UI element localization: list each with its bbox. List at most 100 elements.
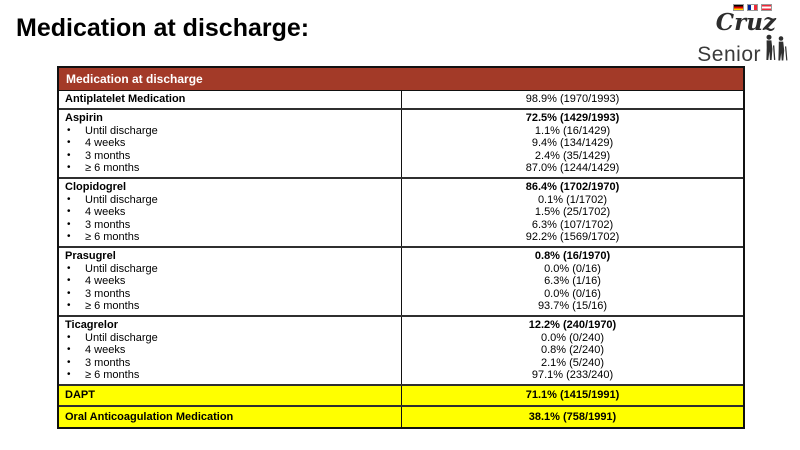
bullet-icon: •: [67, 287, 71, 299]
item-value: 0.1% (1/1702): [537, 193, 608, 206]
brand-bottom-row: Senior: [697, 34, 788, 66]
section-values: 0.8% (16/1970) 0.0% (0/16) 6.3% (1/16) 0…: [402, 248, 743, 315]
item-value: 1.1% (16/1429): [534, 124, 611, 137]
item-value: 2.4% (35/1429): [534, 149, 611, 162]
elderly-people-icon: [762, 34, 788, 66]
section-name: Clopidogrel: [65, 180, 127, 193]
item-label: 4 weeks: [85, 206, 126, 218]
section-labels: Ticagrelor • Until discharge • 4 weeks • 3 …: [59, 316, 402, 384]
table-row-oral-anticoagulation: Oral Anticoagulation Medication 38.1% (7…: [59, 405, 743, 427]
row-value: 38.1% (758/1991): [528, 410, 617, 423]
list-item: • 4 weeks: [65, 206, 395, 219]
list-item: • 4 weeks: [65, 344, 395, 357]
bullet-icon: •: [67, 193, 71, 205]
list-item: • 3 months: [65, 219, 395, 232]
item-label: 3 months: [85, 218, 131, 231]
section-value: 0.8% (16/1970): [534, 249, 611, 262]
item-label: ≥ 6 months: [85, 231, 140, 243]
section-labels: Clopidogrel • Until discharge • 4 weeks • 3…: [59, 178, 402, 246]
item-value: 0.0% (0/16): [544, 262, 601, 275]
item-value: 1.5% (25/1702): [534, 206, 611, 218]
item-value: 0.8% (2/240): [541, 344, 604, 356]
austria-flag-icon: [761, 4, 772, 11]
table-section-clopidogrel: Clopidogrel • Until discharge • 4 weeks • 3…: [59, 176, 743, 246]
section-values: 12.2% (240/1970) 0.0% (0/240) 0.8% (2/24…: [402, 317, 743, 384]
item-value: 93.7% (15/16): [537, 300, 608, 312]
item-label: Until discharge: [85, 331, 158, 344]
section-values: 86.4% (1702/1970) 0.1% (1/1702) 1.5% (25…: [402, 179, 743, 246]
item-label: Until discharge: [85, 193, 158, 206]
table-section-aspirin: Aspirin • Until discharge • 4 weeks • 3 mon…: [59, 107, 743, 177]
list-item: • ≥ 6 months: [65, 369, 395, 382]
item-label: 3 months: [85, 287, 131, 300]
list-item: • ≥ 6 months: [65, 300, 395, 313]
item-label: 3 months: [85, 149, 131, 162]
bullet-icon: •: [67, 231, 71, 242]
bullet-icon: •: [67, 356, 71, 368]
list-item: • Until discharge: [65, 332, 395, 345]
item-value: 97.1% (233/240): [531, 369, 614, 381]
bullet-icon: •: [67, 149, 71, 161]
list-item: • ≥ 6 months: [65, 231, 395, 244]
page-title: Medication at discharge:: [16, 14, 310, 42]
list-item: • Until discharge: [65, 194, 395, 207]
section-value: 12.2% (240/1970): [528, 318, 617, 331]
bullet-icon: •: [67, 275, 71, 286]
row-label: Oral Anticoagulation Medication: [59, 407, 402, 427]
bullet-icon: •: [67, 300, 71, 311]
bullet-icon: •: [67, 124, 71, 136]
table-row-antiplatelet: Antiplatelet Medication 98.9% (1970/1993…: [59, 91, 743, 108]
section-labels: Aspirin • Until discharge • 4 weeks • 3 mon…: [59, 109, 402, 177]
row-value: 71.1% (1415/1991): [525, 389, 620, 401]
medication-table: Medication at discharge Antiplatelet Med…: [57, 66, 745, 429]
flags-row: [733, 4, 772, 11]
list-item: • 3 months: [65, 288, 395, 301]
section-name: Ticagrelor: [65, 318, 118, 331]
list-item: • Until discharge: [65, 263, 395, 276]
bullet-icon: •: [67, 369, 71, 380]
item-label: Until discharge: [85, 262, 158, 275]
list-item: • 4 weeks: [65, 137, 395, 150]
row-label: DAPT: [59, 385, 402, 405]
table-section-ticagrelor: Ticagrelor • Until discharge • 4 weeks • 3 …: [59, 314, 743, 384]
section-value: 72.5% (1429/1993): [525, 111, 620, 124]
bullet-icon: •: [67, 262, 71, 274]
bullet-icon: •: [67, 137, 71, 148]
item-value: 9.4% (134/1429): [531, 137, 614, 149]
item-label: 4 weeks: [85, 275, 126, 287]
row-value: 98.9% (1970/1993): [525, 93, 620, 105]
item-value: 0.0% (0/240): [541, 331, 604, 344]
row-label: Antiplatelet Medication: [59, 91, 402, 108]
item-value: 2.1% (5/240): [541, 356, 604, 369]
table-header: Medication at discharge: [59, 68, 743, 91]
item-value: 6.3% (1/16): [544, 275, 601, 287]
item-label: ≥ 6 months: [85, 369, 140, 381]
list-item: • ≥ 6 months: [65, 162, 395, 175]
bullet-icon: •: [67, 218, 71, 230]
bullet-icon: •: [67, 206, 71, 217]
brand-name-bottom: Senior: [697, 43, 761, 66]
item-label: ≥ 6 months: [85, 300, 140, 312]
item-value: 0.0% (0/16): [544, 287, 601, 300]
item-label: ≥ 6 months: [85, 162, 140, 174]
list-item: • Until discharge: [65, 125, 395, 138]
france-flag-icon: [747, 4, 758, 11]
list-item: • 3 months: [65, 357, 395, 370]
item-label: 4 weeks: [85, 344, 126, 356]
item-value: 87.0% (1244/1429): [525, 162, 620, 174]
item-label: 3 months: [85, 356, 131, 369]
bullet-icon: •: [67, 344, 71, 355]
section-values: 72.5% (1429/1993) 1.1% (16/1429) 9.4% (1…: [402, 110, 743, 177]
item-label: Until discharge: [85, 124, 158, 137]
bullet-icon: •: [67, 331, 71, 343]
list-item: • 4 weeks: [65, 275, 395, 288]
bullet-icon: •: [67, 162, 71, 173]
brand-logo: Cruz Senior: [678, 4, 788, 66]
section-name: Aspirin: [65, 111, 103, 124]
section-labels: Prasugrel • Until discharge • 4 weeks • 3 m…: [59, 247, 402, 315]
brand-name-top: Cruz: [715, 9, 776, 36]
item-value: 6.3% (107/1702): [531, 218, 614, 231]
section-name: Prasugrel: [65, 249, 116, 262]
list-item: • 3 months: [65, 150, 395, 163]
